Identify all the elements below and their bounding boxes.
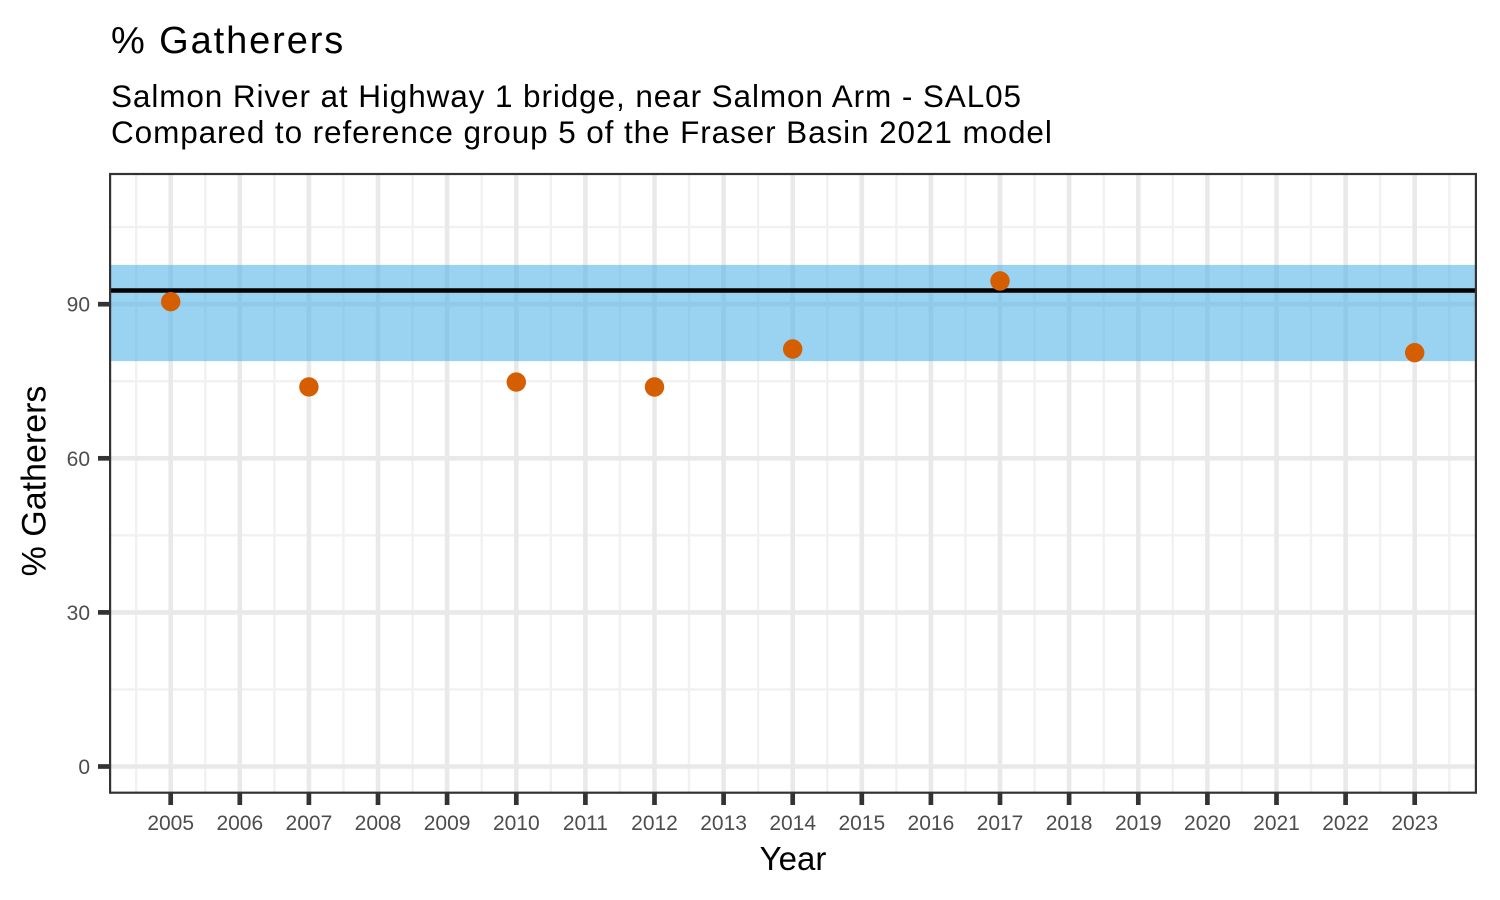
svg-text:2011: 2011 bbox=[563, 812, 608, 835]
svg-text:2019: 2019 bbox=[1115, 812, 1162, 835]
svg-text:2013: 2013 bbox=[700, 812, 747, 835]
svg-text:2017: 2017 bbox=[977, 812, 1024, 835]
svg-text:% Gatherers: % Gatherers bbox=[16, 386, 54, 577]
svg-text:2009: 2009 bbox=[424, 812, 471, 835]
svg-text:2020: 2020 bbox=[1184, 812, 1231, 835]
svg-text:2010: 2010 bbox=[493, 812, 540, 835]
svg-text:2005: 2005 bbox=[147, 812, 194, 835]
svg-text:2021: 2021 bbox=[1253, 812, 1300, 835]
svg-text:0: 0 bbox=[78, 756, 90, 779]
svg-text:90: 90 bbox=[67, 294, 90, 317]
svg-text:2018: 2018 bbox=[1046, 812, 1093, 835]
svg-text:30: 30 bbox=[67, 602, 90, 625]
svg-text:60: 60 bbox=[67, 448, 90, 471]
svg-text:Year: Year bbox=[760, 840, 827, 877]
svg-text:Compared to reference group 5: Compared to reference group 5 of the Fra… bbox=[111, 114, 1053, 150]
svg-text:2023: 2023 bbox=[1391, 812, 1438, 835]
svg-text:% Gatherers: % Gatherers bbox=[111, 20, 345, 62]
svg-text:2007: 2007 bbox=[286, 812, 333, 835]
svg-text:2014: 2014 bbox=[769, 812, 816, 835]
svg-text:2016: 2016 bbox=[908, 812, 955, 835]
svg-text:2006: 2006 bbox=[216, 812, 263, 835]
svg-text:2022: 2022 bbox=[1322, 812, 1369, 835]
svg-text:2015: 2015 bbox=[838, 812, 885, 835]
svg-text:2008: 2008 bbox=[355, 812, 402, 835]
svg-text:2012: 2012 bbox=[631, 812, 678, 835]
svg-text:Salmon River at Highway 1 brid: Salmon River at Highway 1 bridge, near S… bbox=[111, 78, 1022, 114]
